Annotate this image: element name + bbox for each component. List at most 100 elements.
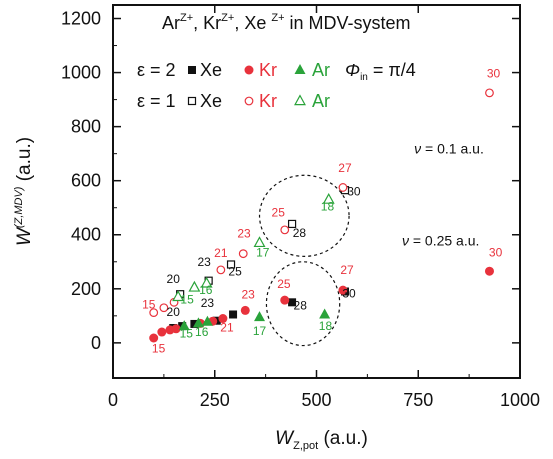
y-tick-label: 400 [71, 225, 101, 245]
y-tick-label: 0 [91, 333, 101, 353]
highlight-ellipses [258, 174, 350, 347]
data-point-kr-eps2 [338, 285, 348, 295]
charge-state-label: 20 [167, 305, 181, 319]
data-point-kr-eps1 [485, 88, 494, 98]
data-point-ar-eps1 [200, 276, 213, 288]
x-tick-label: 250 [200, 390, 230, 410]
y-tick-label: 200 [71, 279, 101, 299]
chart-title: ArZ+, KrZ+, Xe Z+ in MDV-system [162, 12, 411, 33]
charge-state-label: 25 [277, 277, 291, 291]
x-axis-title: WZ,pot (a.u.) [275, 428, 368, 452]
charge-state-label: 30 [489, 245, 503, 259]
charge-state-label: 21 [220, 321, 234, 335]
data-point-kr-eps1 [216, 265, 226, 275]
charge-state-label: 17 [253, 324, 267, 338]
charge-state-label: 27 [340, 263, 354, 277]
legend-marker-ar [294, 94, 306, 106]
charge-state-label: 21 [214, 246, 228, 260]
data-point-kr-eps2 [218, 314, 228, 324]
charge-state-label: 23 [237, 226, 251, 240]
charge-state-label: 15 [152, 341, 166, 355]
data-point-kr-eps2 [484, 266, 494, 276]
charge-state-label: 23 [201, 296, 215, 310]
data-point-xe-eps1 [226, 260, 236, 269]
charge-state-label: 15 [180, 326, 194, 340]
data-point-kr-eps1 [338, 183, 348, 192]
legend-marker-kr [244, 65, 254, 75]
legend: ArZ+, KrZ+, Xe Z+ in MDV-system Φin = π/4… [137, 12, 416, 111]
charge-state-label: 30 [342, 287, 356, 301]
data-point-kr-eps2 [149, 333, 159, 343]
legend-marker-xe [188, 66, 196, 74]
legend-entry-kr: Kr [259, 60, 277, 80]
data-point-xe-eps2 [190, 319, 199, 328]
charge-state-label: 27 [338, 161, 352, 175]
data-point-kr-eps1 [159, 303, 169, 313]
data-point-ar-eps2 [254, 311, 266, 322]
data-points [149, 88, 494, 343]
axes: 0 250 500 750 1000 0 200 400 600 800 1000 1200 WZ,po… [13, 4, 540, 452]
data-point-kr-eps1 [280, 225, 290, 235]
charge-state-label: 23 [241, 288, 255, 302]
charge-state-label: 15 [180, 293, 194, 307]
data-point-ar-eps2 [178, 320, 190, 331]
data-point-kr-eps2 [157, 327, 167, 337]
charge-state-label: 15 [142, 297, 156, 311]
velocity-annotation: ν = 0.25 a.u. [402, 233, 479, 249]
phi-label: Φin = π/4 [345, 60, 416, 83]
charge-state-label: 28 [293, 226, 307, 240]
charge-state-label: 18 [319, 319, 333, 333]
charge-state-label: 25 [272, 205, 286, 219]
charge-state-label: 20 [167, 272, 181, 286]
data-point-xe-eps1 [287, 219, 297, 229]
charge-state-label: 16 [199, 283, 213, 297]
charge-state-label: 30 [487, 66, 501, 80]
data-point-kr-eps2 [171, 324, 181, 334]
x-tick-label: 500 [301, 390, 331, 410]
legend-entry-kr: Kr [259, 91, 277, 111]
charge-state-label: 28 [294, 298, 308, 312]
highlight-ellipse [265, 261, 341, 347]
data-point-kr-eps2 [280, 295, 290, 305]
legend-entry-xe: Xe [200, 91, 222, 111]
data-point-ar-eps2 [319, 308, 331, 319]
legend-epsilon-label: ε = 1 [137, 91, 176, 111]
legend-entry-ar: Ar [312, 60, 330, 80]
y-tick-label: 1200 [61, 9, 101, 29]
legend-epsilon-label: ε = 2 [137, 60, 176, 80]
legend-marker-xe [187, 96, 197, 106]
data-point-ar-eps2 [201, 315, 213, 326]
data-point-kr-eps2 [240, 305, 250, 315]
data-point-ar-eps1 [322, 192, 335, 204]
charge-state-label: 25 [228, 264, 242, 278]
legend-entry-ar: Ar [312, 91, 330, 111]
charge-state-label: 17 [256, 245, 270, 259]
charge-state-label: 30 [347, 185, 361, 199]
data-point-ar-eps1 [253, 236, 266, 248]
data-point-xe-eps2 [288, 298, 297, 307]
x-tick-label: 0 [108, 390, 118, 410]
x-tick-label: 1000 [500, 390, 540, 410]
charge-state-label: 16 [195, 325, 209, 339]
data-point-ar-eps1 [188, 280, 201, 292]
data-point-xe-eps2 [229, 310, 238, 319]
charge-state-label: 18 [321, 199, 335, 213]
y-tick-label: 600 [71, 171, 101, 191]
y-axis-title: W(Z,MDV) (a.u.) [13, 137, 35, 246]
highlight-ellipse [258, 174, 350, 257]
data-point-ar-eps2 [192, 317, 204, 328]
legend-marker-kr [244, 96, 254, 106]
y-tick-label: 800 [71, 117, 101, 137]
charge-state-label: 23 [197, 255, 211, 269]
velocity-annotation: ν = 0.1 a.u. [414, 141, 484, 157]
x-tick-label: 750 [403, 390, 433, 410]
legend-entry-xe: Xe [200, 60, 222, 80]
data-point-kr-eps1 [238, 249, 248, 259]
y-tick-label: 1000 [61, 63, 101, 83]
annotations: ν = 0.1 a.u. ν = 0.25 a.u. [402, 141, 484, 249]
legend-marker-ar [294, 64, 306, 74]
data-point-kr-eps1 [149, 308, 159, 317]
